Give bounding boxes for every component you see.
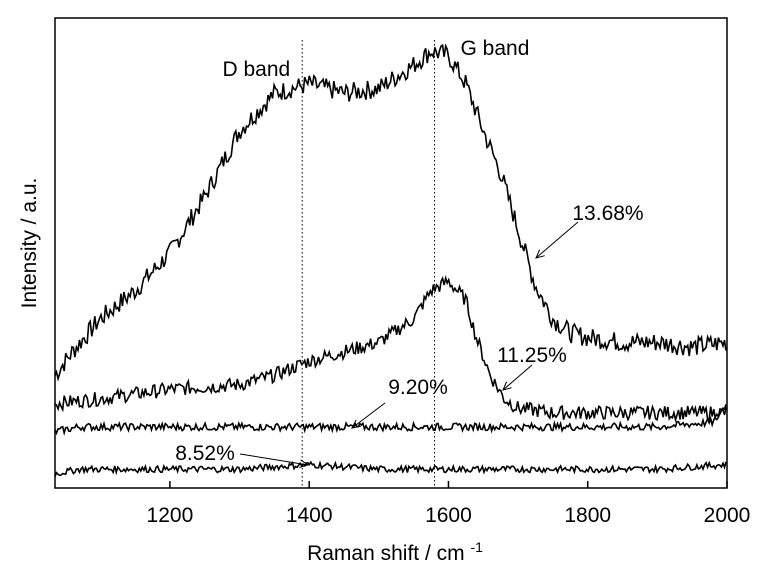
x-tick-label: 1400 xyxy=(286,504,333,527)
annotation-arrow xyxy=(502,364,533,391)
annotation-arrowhead xyxy=(351,419,361,429)
series-annotation-label: 11.25% xyxy=(497,344,567,367)
band-marker-lines xyxy=(301,40,436,488)
series-annotation-label: 13.68% xyxy=(572,202,643,225)
x-tick-label: 1800 xyxy=(564,504,611,527)
x-tick-label: 1200 xyxy=(147,504,194,527)
x-tick-label: 2000 xyxy=(704,504,751,527)
series-annotation-label: 9.20% xyxy=(388,376,448,399)
annotation-arrow xyxy=(351,402,386,429)
band-marker-label: D band xyxy=(222,58,290,81)
x-axis-label-superscript: -1 xyxy=(470,539,483,555)
x-axis-label-main: Raman shift / cm xyxy=(307,542,465,565)
annotation-arrowhead xyxy=(535,249,545,259)
plot-frame xyxy=(54,17,728,489)
y-axis-label: Intensity / a.u. xyxy=(18,178,41,309)
series-line xyxy=(54,275,727,423)
annotation-arrow xyxy=(535,221,579,259)
series-line xyxy=(54,43,727,382)
x-tick-label: 1600 xyxy=(425,504,472,527)
annotation-arrow xyxy=(239,453,309,466)
x-axis-ticks: 1200 1400 1600 1800 2000 xyxy=(147,481,751,527)
band-marker-labels: D band G band xyxy=(222,37,529,81)
series-layer xyxy=(54,43,727,477)
series-line xyxy=(54,404,727,437)
annotation-arrowhead xyxy=(299,459,310,469)
band-marker-label: G band xyxy=(461,37,530,60)
annotation-layer: 13.68% 11.25% 9.20% 8.52% xyxy=(175,202,644,469)
series-annotation-label: 8.52% xyxy=(175,442,235,465)
series-line xyxy=(54,460,727,477)
annotation-arrowhead xyxy=(502,381,512,391)
x-axis-label: Raman shift / cm -1 xyxy=(307,539,483,565)
